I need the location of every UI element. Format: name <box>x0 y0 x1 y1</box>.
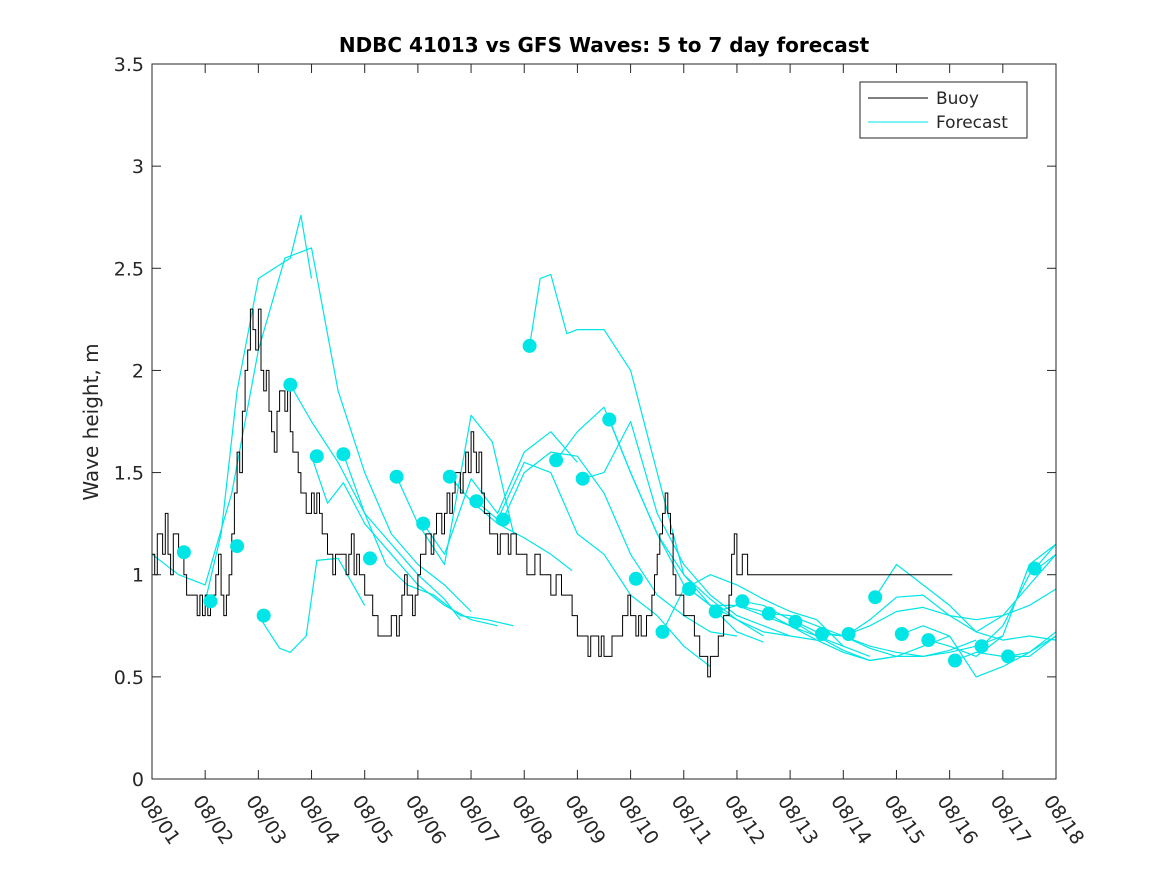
forecast-point-31 <box>1001 649 1016 664</box>
forecast-point-3 <box>256 608 271 623</box>
y-tick-label-6: 3 <box>132 156 144 178</box>
forecast-line-0 <box>151 247 472 612</box>
forecast-line-3 <box>289 384 461 621</box>
forecast-point-4 <box>283 377 298 392</box>
forecast-point-2 <box>230 539 245 554</box>
forecast-point-29 <box>948 653 962 668</box>
forecast-line-13 <box>582 420 791 637</box>
y-tick-label-5: 2.5 <box>114 258 144 280</box>
forecast-point-22 <box>761 606 776 621</box>
chart-title: NDBC 41013 vs GFS Waves: 5 to 7 day fore… <box>339 33 870 57</box>
forecast-point-27 <box>894 627 909 641</box>
legend-label-buoy: Buoy <box>936 89 979 109</box>
y-tick-label-3: 1.5 <box>114 463 144 485</box>
forecast-line-7 <box>422 431 578 555</box>
buoy-line <box>152 308 953 678</box>
forecast-line-10 <box>502 451 737 637</box>
forecast-line-4 <box>310 456 498 627</box>
forecast-line-22 <box>848 594 1057 641</box>
forecast-line-23 <box>874 553 1057 633</box>
legend: Buoy Forecast <box>859 81 1028 139</box>
forecast-point-26 <box>868 590 883 605</box>
forecast-point-20 <box>708 604 723 619</box>
forecast-point-13 <box>522 338 537 353</box>
forecast-point-18 <box>655 624 670 639</box>
y-tick-label-1: 0.5 <box>114 667 144 689</box>
series-layer <box>151 214 1057 678</box>
forecast-line-6 <box>396 414 515 566</box>
forecast-point-16 <box>602 412 617 427</box>
forecast-line-2 <box>257 557 366 653</box>
y-tick-label-2: 1 <box>132 565 144 587</box>
forecast-point-12 <box>496 512 510 527</box>
y-axis-label: Wave height, m <box>79 343 103 500</box>
forecast-point-0 <box>176 545 191 560</box>
forecast-line-11 <box>529 273 764 637</box>
forecast-point-23 <box>788 614 803 629</box>
forecast-point-25 <box>841 627 856 641</box>
forecast-point-1 <box>203 594 218 609</box>
forecast-point-15 <box>575 471 590 486</box>
forecast-line-21 <box>821 588 1057 637</box>
forecast-line-28 <box>1007 631 1057 657</box>
forecast-point-19 <box>682 582 697 596</box>
forecast-point-17 <box>628 571 643 586</box>
forecast-line-27 <box>981 553 1057 647</box>
forecast-point-24 <box>815 627 829 641</box>
forecast-point-30 <box>974 639 989 654</box>
legend-box <box>859 81 1028 139</box>
y-tick-label-0: 0 <box>132 769 144 791</box>
legend-label-forecast: Forecast <box>936 113 1008 133</box>
forecast-point-6 <box>336 447 351 462</box>
forecast-line-1 <box>204 214 313 602</box>
forecast-line-25 <box>928 543 1057 658</box>
forecast-point-14 <box>549 453 564 468</box>
forecast-point-28 <box>921 633 936 648</box>
forecast-point-5 <box>309 449 324 464</box>
forecast-line-9 <box>476 461 711 668</box>
forecast-point-32 <box>1027 561 1042 576</box>
forecast-point-8 <box>389 469 404 484</box>
y-tick-label-4: 2 <box>132 360 144 382</box>
forecast-point-10 <box>442 469 457 484</box>
y-tick-label-7: 3.5 <box>114 54 144 76</box>
forecast-point-21 <box>735 594 750 609</box>
forecast-line-5 <box>342 453 514 627</box>
forecast-point-11 <box>469 494 484 509</box>
forecast-point-9 <box>416 516 431 531</box>
forecast-point-7 <box>363 551 377 566</box>
axes-frame <box>151 63 1057 780</box>
forecast-line-8 <box>449 476 573 572</box>
